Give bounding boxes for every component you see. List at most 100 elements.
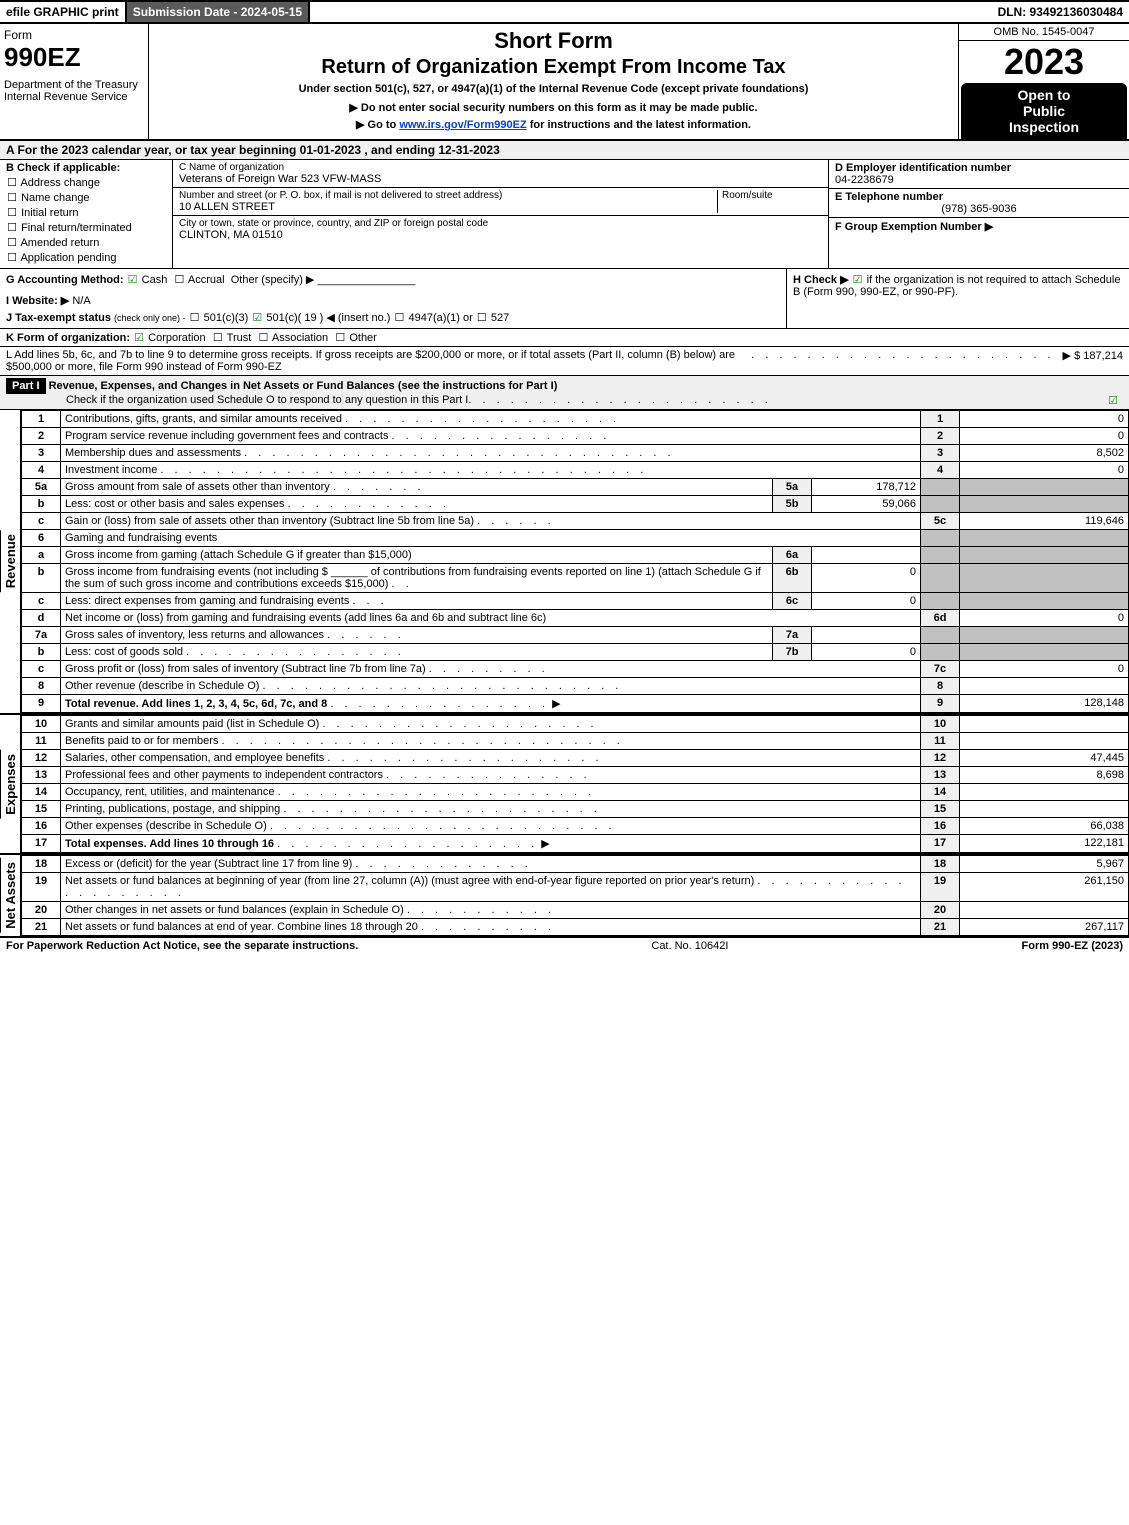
txt: Net income or (loss) from gaming and fun… <box>65 612 546 624</box>
chk-initial-return[interactable]: Initial return <box>6 206 166 219</box>
open-public-inspection: Open to Public Inspection <box>961 83 1127 139</box>
line-7a: 7aGross sales of inventory, less returns… <box>22 627 1129 644</box>
checkbox-icon <box>6 191 18 204</box>
sval: 0 <box>812 593 921 610</box>
amt: 261,150 <box>960 873 1129 902</box>
tax-year: 2023 <box>959 41 1129 83</box>
lineno: b <box>22 644 61 661</box>
txt: Excess or (deficit) for the year (Subtra… <box>65 858 352 870</box>
amt: 0 <box>960 428 1129 445</box>
chk-assoc-icon[interactable] <box>257 331 269 344</box>
side-net-assets: Net Assets <box>0 855 21 936</box>
j-o2: 501(c)( 19 ) ◀ (insert no.) <box>266 312 390 324</box>
line-16: 16Other expenses (describe in Schedule O… <box>22 818 1129 835</box>
dots: . . . . . . . . . . . . . . . . . . . . … <box>468 394 1107 407</box>
ssn-note: ▶ Do not enter social security numbers o… <box>157 101 950 114</box>
city: CLINTON, MA 01510 <box>179 229 822 241</box>
shade <box>921 593 960 610</box>
r: 1 <box>921 411 960 428</box>
line-15: 15Printing, publications, postage, and s… <box>22 801 1129 818</box>
chk-501c-icon[interactable] <box>251 311 263 324</box>
open2: Public <box>963 103 1125 119</box>
txt: Net assets or fund balances at beginning… <box>65 875 754 887</box>
chk-h-icon[interactable] <box>852 273 864 286</box>
header-right: OMB No. 1545-0047 2023 Open to Public In… <box>959 24 1129 139</box>
line-17: 17Total expenses. Add lines 10 through 1… <box>22 835 1129 853</box>
top-bar: efile GRAPHIC print Submission Date - 20… <box>0 0 1129 24</box>
chk-schedule-o-icon[interactable] <box>1107 394 1119 407</box>
checkbox-icon <box>6 236 18 249</box>
txt: Contributions, gifts, grants, and simila… <box>65 413 342 425</box>
txt: Salaries, other compensation, and employ… <box>65 752 324 764</box>
amt <box>960 733 1129 750</box>
chk-cash-icon[interactable] <box>127 273 139 286</box>
title-return: Return of Organization Exempt From Incom… <box>157 56 950 79</box>
chk-corp-icon[interactable] <box>133 331 145 344</box>
submission-date: Submission Date - 2024-05-15 <box>127 2 310 22</box>
line-2: 2 Program service revenue including gover… <box>22 428 1129 445</box>
r: 12 <box>921 750 960 767</box>
txt: Program service revenue including govern… <box>65 430 388 442</box>
lineno: 19 <box>22 873 61 902</box>
lineno: 2 <box>22 428 61 445</box>
lineno: 3 <box>22 445 61 462</box>
amt: 47,445 <box>960 750 1129 767</box>
chk-accrual-icon[interactable] <box>173 273 185 286</box>
lineno: c <box>22 513 61 530</box>
lineno: 6 <box>22 530 61 547</box>
r: 13 <box>921 767 960 784</box>
lineno: 18 <box>22 856 61 873</box>
chk-other-icon[interactable] <box>334 331 346 344</box>
ein: 04-2238679 <box>835 174 894 186</box>
link-pre: ▶ Go to <box>356 119 399 131</box>
chk-name-change[interactable]: Name change <box>6 191 166 204</box>
chk-4947-icon[interactable] <box>393 311 405 324</box>
irs-url[interactable]: www.irs.gov/Form990EZ <box>399 119 526 131</box>
checkbox-icon <box>6 251 18 264</box>
name-lbl: C Name of organization <box>179 162 822 173</box>
chk-trust-icon[interactable] <box>212 331 224 344</box>
amt: 119,646 <box>960 513 1129 530</box>
sval: 0 <box>812 564 921 593</box>
chk-501c3-icon[interactable] <box>189 311 201 324</box>
g-accounting: G Accounting Method: Cash Accrual Other … <box>0 269 786 328</box>
opt3: Final return/terminated <box>21 222 132 234</box>
arrow-icon <box>552 698 560 710</box>
lineno: 11 <box>22 733 61 750</box>
txt1: Gross income from fundraising events (no… <box>65 566 328 578</box>
cell-org-name: C Name of organization Veterans of Forei… <box>173 160 828 188</box>
chk-address-change[interactable]: Address change <box>6 176 166 189</box>
chk-amended-return[interactable]: Amended return <box>6 236 166 249</box>
shade <box>921 479 960 496</box>
sval: 59,066 <box>812 496 921 513</box>
form-word: Form <box>4 28 144 42</box>
f-lbl: F Group Exemption Number ▶ <box>835 221 993 233</box>
line-4: 4Investment income . . . . . . . . . . .… <box>22 462 1129 479</box>
l-txt: L Add lines 5b, 6c, and 7b to line 9 to … <box>6 349 751 373</box>
line-19: 19 Net assets or fund balances at beginni… <box>22 873 1129 902</box>
lineno: 4 <box>22 462 61 479</box>
chk-527-icon[interactable] <box>476 311 488 324</box>
amt: 128,148 <box>960 695 1129 713</box>
sub: 5a <box>773 479 812 496</box>
chk-final-return[interactable]: Final return/terminated <box>6 221 166 234</box>
side-expenses-label: Expenses <box>0 750 20 819</box>
sub: 6a <box>773 547 812 564</box>
chk-application-pending[interactable]: Application pending <box>6 251 166 264</box>
line-20: 20Other changes in net assets or fund ba… <box>22 902 1129 919</box>
line-11: 11Benefits paid to or for members . . . … <box>22 733 1129 750</box>
part1-badge: Part I <box>6 378 46 394</box>
txt: Other changes in net assets or fund bala… <box>65 904 404 916</box>
txt: Professional fees and other payments to … <box>65 769 383 781</box>
sval: 178,712 <box>812 479 921 496</box>
efile-label[interactable]: efile GRAPHIC print <box>0 2 127 22</box>
lineno: 14 <box>22 784 61 801</box>
line-6: 6Gaming and fundraising events <box>22 530 1129 547</box>
line-21: 21Net assets or fund balances at end of … <box>22 919 1129 936</box>
arrow-icon <box>541 838 549 850</box>
r: 19 <box>921 873 960 902</box>
r: 2 <box>921 428 960 445</box>
shade <box>960 627 1129 644</box>
shade <box>921 644 960 661</box>
city-lbl: City or town, state or province, country… <box>179 218 822 229</box>
